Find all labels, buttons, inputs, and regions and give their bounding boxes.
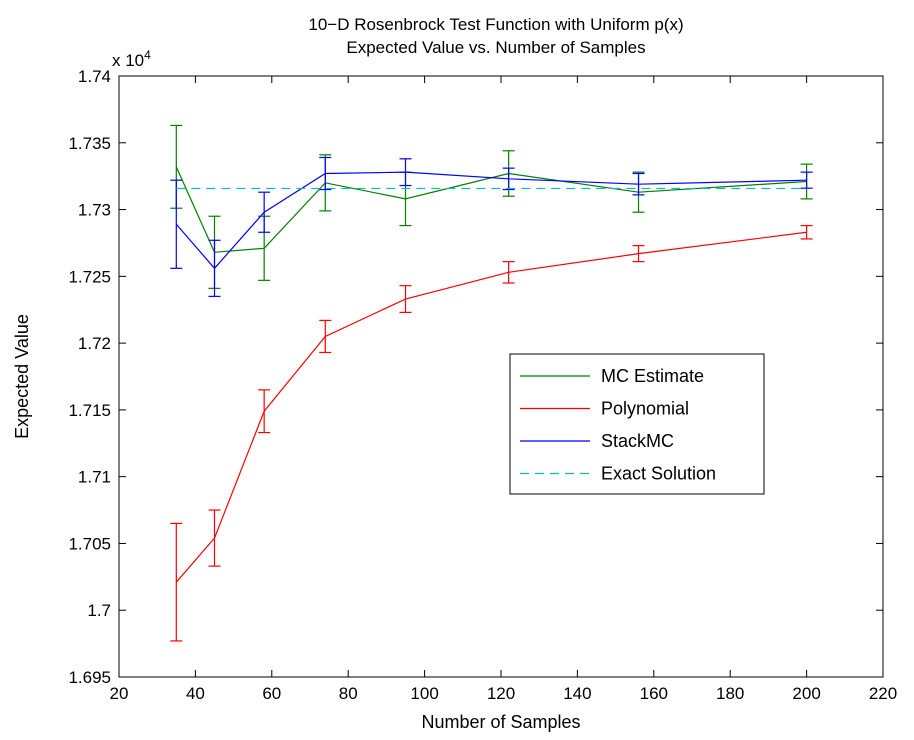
y-axis-ticks: 1.695 1.7 1.705 1.71 1.715 1.72 1.725 1.73 1.735… bbox=[68, 67, 883, 687]
x-tick-label: 220 bbox=[869, 684, 897, 703]
series-line bbox=[175, 166, 807, 253]
x-tick-label: 100 bbox=[410, 684, 438, 703]
error-bar bbox=[399, 285, 412, 313]
legend-label: StackMC bbox=[601, 431, 674, 451]
x-tick-label: 80 bbox=[339, 684, 358, 703]
series-line bbox=[175, 171, 807, 270]
error-bar bbox=[632, 245, 645, 263]
error-bar bbox=[502, 261, 515, 284]
error-bar bbox=[208, 239, 221, 297]
plot-border bbox=[118, 75, 884, 678]
chart-title-line-1: 10−D Rosenbrock Test Function with Unifo… bbox=[308, 15, 683, 34]
error-bar bbox=[319, 156, 332, 191]
error-bar bbox=[632, 172, 645, 196]
error-bar bbox=[319, 319, 332, 354]
legend-label: Polynomial bbox=[601, 399, 689, 419]
x-tick-label: 120 bbox=[487, 684, 515, 703]
legend-label: Exact Solution bbox=[601, 464, 716, 484]
x-tick-label: 40 bbox=[186, 684, 205, 703]
y-tick-label: 1.705 bbox=[68, 534, 111, 553]
legend-box bbox=[509, 353, 765, 495]
error-bar bbox=[208, 509, 221, 567]
x-tick-label: 180 bbox=[716, 684, 744, 703]
error-bar bbox=[170, 522, 183, 642]
x-tick-label: 160 bbox=[640, 684, 668, 703]
series-layer bbox=[118, 75, 884, 678]
y-tick-label: 1.74 bbox=[78, 67, 111, 86]
y-tick-label: 1.695 bbox=[68, 668, 111, 687]
error-bar bbox=[502, 167, 515, 191]
error-bar bbox=[399, 158, 412, 187]
x-axis-label: Number of Samples bbox=[421, 712, 580, 732]
y-tick-label: 1.73 bbox=[78, 201, 111, 220]
plot-area bbox=[119, 76, 883, 677]
chart-title-line-2: Expected Value vs. Number of Samples bbox=[346, 38, 645, 57]
x-tick-label: 140 bbox=[563, 684, 591, 703]
error-bar bbox=[170, 179, 183, 269]
legend: MC Estimate Polynomial StackMC Exact Soluti… bbox=[509, 353, 765, 495]
error-bar bbox=[258, 389, 271, 434]
legend-label: MC Estimate bbox=[601, 366, 704, 386]
x-tick-label: 200 bbox=[792, 684, 820, 703]
series-stackmc bbox=[170, 156, 813, 297]
y-axis-label: Expected Value bbox=[12, 314, 32, 439]
y-tick-label: 1.725 bbox=[68, 267, 111, 286]
x-tick-label: 60 bbox=[262, 684, 281, 703]
x-axis-ticks: 20 40 60 80 100 120 140 160 180 200 220 bbox=[110, 76, 897, 703]
y-tick-label: 1.735 bbox=[68, 134, 111, 153]
y-tick-label: 1.7 bbox=[87, 601, 111, 620]
y-tick-label: 1.71 bbox=[78, 468, 111, 487]
error-bar bbox=[800, 224, 813, 240]
y-tick-label: 1.72 bbox=[78, 334, 111, 353]
series-polynomial bbox=[170, 224, 813, 642]
y-axis-multiplier-base: x 10 bbox=[112, 51, 144, 70]
series-line bbox=[175, 231, 807, 583]
y-axis-multiplier: x 104 bbox=[112, 48, 151, 70]
y-tick-label: 1.715 bbox=[68, 401, 111, 420]
y-axis-multiplier-exponent: 4 bbox=[144, 48, 151, 62]
error-bar bbox=[258, 191, 271, 233]
x-tick-label: 20 bbox=[110, 684, 129, 703]
